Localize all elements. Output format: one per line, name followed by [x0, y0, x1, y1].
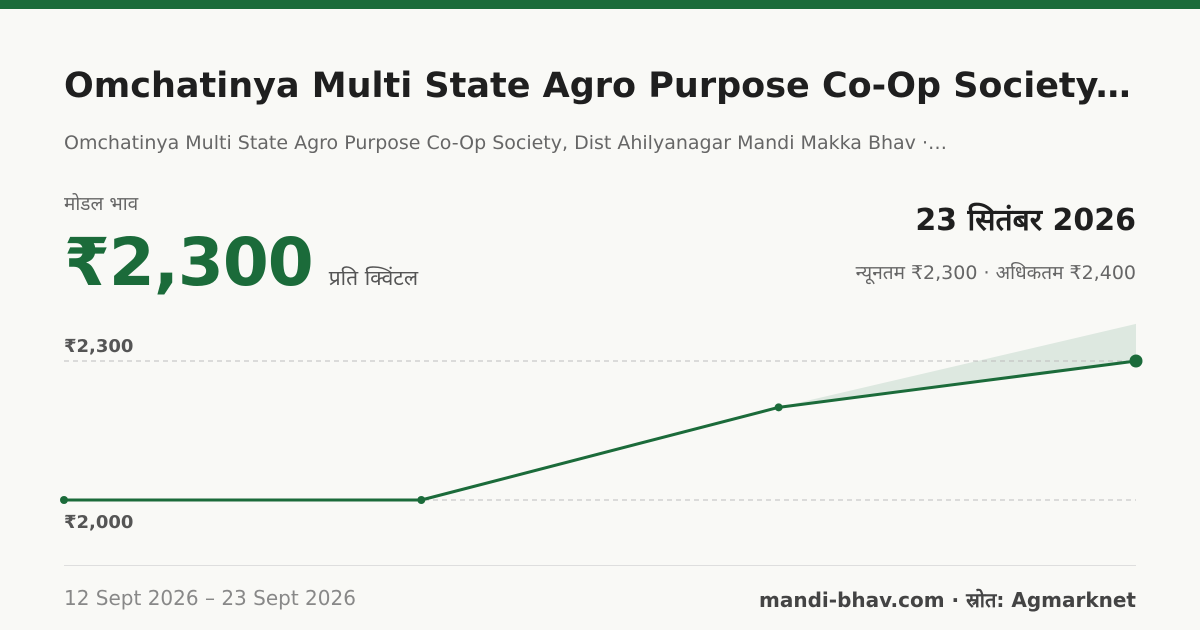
top-accent-bar: [0, 0, 1200, 9]
y-tick-label-0: ₹2,300: [64, 336, 133, 357]
price-line: [64, 359, 1137, 502]
min-max-band: [64, 323, 1136, 500]
footer-source: mandi-bhav.com · स्रोत: Agmarknet: [759, 588, 1136, 612]
data-point-2: [774, 403, 783, 412]
price-block: ₹2,300 प्रति क्विंटल: [64, 224, 418, 301]
price-label: मोडल भाव: [64, 193, 139, 215]
data-point-0: [60, 496, 68, 504]
price-unit: प्रति क्विंटल: [328, 266, 419, 290]
y-tick-label-1: ₹2,000: [64, 512, 133, 533]
latest-data-point: [1129, 354, 1143, 368]
current-date: 23 सितंबर 2026: [915, 203, 1136, 238]
price-value: ₹2,300: [64, 224, 314, 301]
min-max-range: न्यूनतम ₹2,300 · अधिकतम ₹2,400: [855, 262, 1136, 284]
footer-divider: [64, 565, 1136, 566]
footer-date-range: 12 Sept 2026 – 23 Sept 2026: [64, 586, 356, 610]
data-point-1: [417, 496, 426, 504]
date-block: 23 सितंबर 2026 न्यूनतम ₹2,300 · अधिकतम ₹…: [856, 198, 1136, 285]
